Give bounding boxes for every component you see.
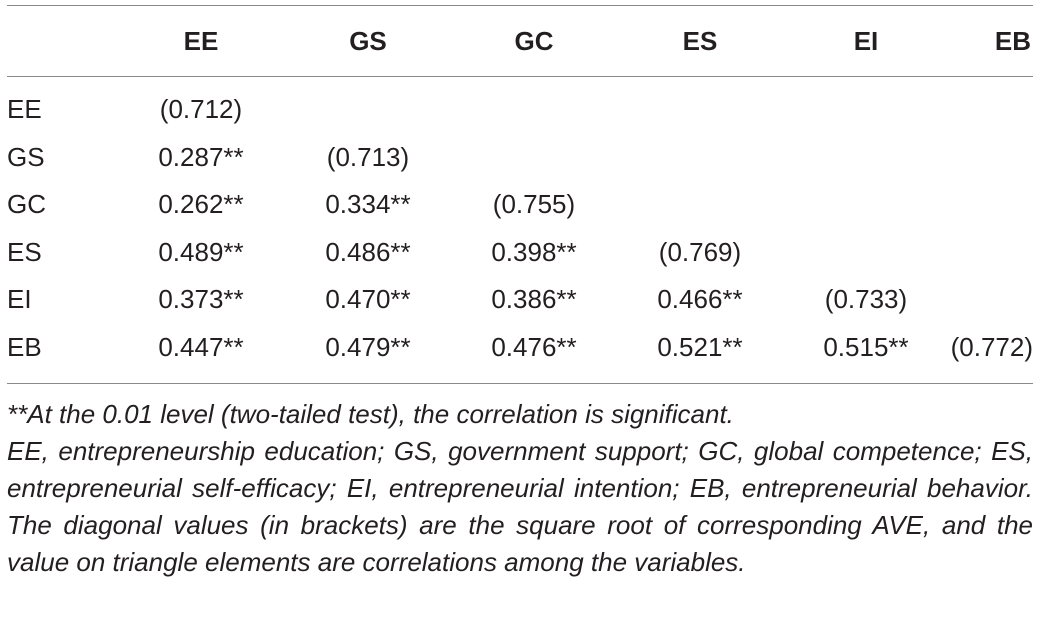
table-cell: (0.733) <box>824 284 908 315</box>
row-label: ES <box>7 236 42 267</box>
table-cell: 0.386** <box>491 284 577 315</box>
header-es: ES <box>682 25 718 56</box>
table-cell <box>949 76 1033 134</box>
table-bottom-rule <box>7 383 1033 384</box>
table-cell <box>617 76 783 134</box>
table-row-ei: EI 0.373** 0.470** 0.386** 0.466** (0.73… <box>7 276 1033 324</box>
table-cell: 0.479** <box>325 331 411 362</box>
table-row-gs: GS 0.287** (0.713) <box>7 134 1033 182</box>
table-cell <box>451 76 617 134</box>
table-cell: (0.772) <box>950 331 1033 362</box>
table-cell: (0.769) <box>658 236 742 267</box>
table-cell <box>949 276 1033 324</box>
table-cell: 0.515** <box>823 331 909 362</box>
table-cell <box>617 134 783 182</box>
row-label: GC <box>7 189 46 220</box>
header-ee: EE <box>183 25 219 56</box>
table-cell: 0.287** <box>158 141 244 172</box>
table-top-rule <box>7 5 1033 6</box>
table-row-es: ES 0.489** 0.486** 0.398** (0.769) <box>7 229 1033 277</box>
table-cell: (0.755) <box>492 189 576 220</box>
table-cell: (0.712) <box>159 94 243 125</box>
table-cell <box>783 76 949 134</box>
row-label: EI <box>7 284 32 315</box>
table-cell <box>783 229 949 277</box>
table-row-gc: GC 0.262** 0.334** (0.755) <box>7 181 1033 229</box>
table-header-rule <box>7 76 1033 77</box>
abbreviations-note: EE, entrepreneurship education; GS, gove… <box>7 436 1033 577</box>
table-cell <box>949 229 1033 277</box>
table-cell <box>285 76 451 134</box>
table-row-ee: EE (0.712) <box>7 76 1033 134</box>
table-cell: 0.466** <box>657 284 743 315</box>
table-cell <box>451 134 617 182</box>
table-cell <box>949 181 1033 229</box>
table-cell <box>783 134 949 182</box>
table-cell <box>617 181 783 229</box>
table-header-row: EE GS GC ES EI EB <box>7 6 1033 76</box>
table-cell: 0.334** <box>325 189 411 220</box>
row-label: GS <box>7 141 45 172</box>
table-cell: 0.398** <box>491 236 577 267</box>
table-cell: (0.713) <box>326 141 410 172</box>
row-label: EE <box>7 94 42 125</box>
table-footnotes: **At the 0.01 level (two-tailed test), t… <box>7 396 1033 581</box>
table-cell <box>949 134 1033 182</box>
table-cell: 0.262** <box>158 189 244 220</box>
table-cell: 0.521** <box>657 331 743 362</box>
row-label: EB <box>7 331 42 362</box>
table-cell: 0.486** <box>325 236 411 267</box>
header-ei: EI <box>853 25 879 56</box>
header-gs: GS <box>349 25 387 56</box>
table-row-eb: EB 0.447** 0.479** 0.476** 0.521** 0.515… <box>7 324 1033 372</box>
table-cell <box>783 181 949 229</box>
table-cell: 0.476** <box>491 331 577 362</box>
header-corner <box>7 6 117 76</box>
header-eb: EB <box>994 25 1031 56</box>
correlation-table: EE GS GC ES EI EB EE (0.712) GS 0.287** <box>7 6 1033 371</box>
header-gc: GC <box>514 25 554 56</box>
significance-note: **At the 0.01 level (two-tailed test), t… <box>7 399 734 429</box>
table-cell: 0.373** <box>158 284 244 315</box>
table-cell: 0.447** <box>158 331 244 362</box>
table-cell: 0.489** <box>158 236 244 267</box>
table-cell: 0.470** <box>325 284 411 315</box>
